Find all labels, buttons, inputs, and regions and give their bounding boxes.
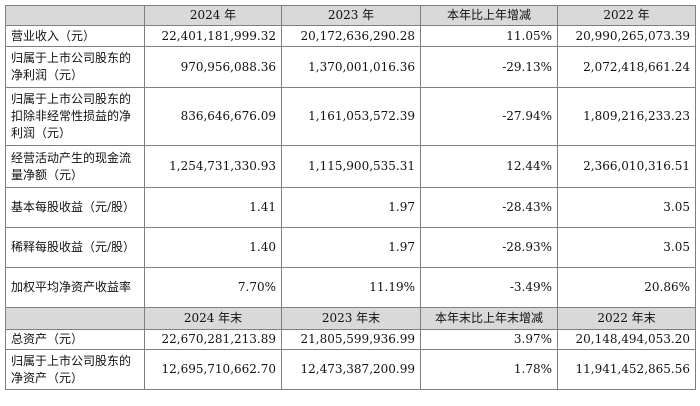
- value-2023: 1.97: [281, 227, 421, 268]
- value-2024: 836,646,676.09: [144, 87, 282, 146]
- value-2022: 3.05: [557, 227, 696, 268]
- key-financial-indicators-table: 2024 年 2023 年 本年比上年增减 2022 年 营业收入（元） 22,…: [5, 5, 696, 390]
- value-2024: 1.40: [144, 227, 282, 268]
- table-row: 基本每股收益（元/股） 1.41 1.97 -28.43% 3.05: [5, 187, 696, 228]
- header-2023-end: 2023 年末: [281, 307, 421, 330]
- value-2024: 970,956,088.36: [144, 46, 282, 88]
- header-corner-cell: [5, 5, 145, 26]
- table-row: 归属于上市公司股东的净资产（元） 12,695,710,662.70 12,47…: [5, 349, 696, 390]
- value-change: -27.94%: [420, 87, 558, 146]
- value-2024: 1.41: [144, 187, 282, 228]
- header-row-year-end: 2024 年末 2023 年末 本年末比上年末增减 2022 年末: [5, 307, 696, 330]
- value-2022: 20,990,265,073.39: [557, 25, 696, 47]
- value-change: 3.97%: [420, 329, 558, 350]
- row-label: 总资产（元）: [5, 329, 145, 350]
- financial-table-container: 2024 年 2023 年 本年比上年增减 2022 年 营业收入（元） 22,…: [5, 5, 696, 390]
- value-2024: 12,695,710,662.70: [144, 349, 282, 390]
- value-2024: 22,670,281,213.89: [144, 329, 282, 350]
- value-2023: 11.19%: [281, 267, 421, 308]
- table-row: 经营活动产生的现金流量净额（元） 1,254,731,330.93 1,115,…: [5, 145, 696, 188]
- table-row: 归属于上市公司股东的净利润（元） 970,956,088.36 1,370,00…: [5, 46, 696, 88]
- value-2024: 1,254,731,330.93: [144, 145, 282, 188]
- value-2022: 1,809,216,233.23: [557, 87, 696, 146]
- value-2022: 3.05: [557, 187, 696, 228]
- row-label: 经营活动产生的现金流量净额（元）: [5, 145, 145, 188]
- row-label: 营业收入（元）: [5, 25, 145, 47]
- header-change: 本年比上年增减: [420, 5, 558, 26]
- row-label: 基本每股收益（元/股）: [5, 187, 145, 228]
- value-2023: 1,115,900,535.31: [281, 145, 421, 188]
- header-row-annual: 2024 年 2023 年 本年比上年增减 2022 年: [5, 5, 696, 26]
- value-2022: 20.86%: [557, 267, 696, 308]
- value-change: 11.05%: [420, 25, 558, 47]
- value-2024: 7.70%: [144, 267, 282, 308]
- row-label: 归属于上市公司股东的净资产（元）: [5, 349, 145, 390]
- value-2024: 22,401,181,999.32: [144, 25, 282, 47]
- row-label: 归属于上市公司股东的扣除非经常性损益的净利润（元）: [5, 87, 145, 146]
- value-change: 1.78%: [420, 349, 558, 390]
- value-2022: 20,148,494,053.20: [557, 329, 696, 350]
- value-2023: 1,370,001,016.36: [281, 46, 421, 88]
- row-label: 归属于上市公司股东的净利润（元）: [5, 46, 145, 88]
- value-2022: 11,941,452,865.56: [557, 349, 696, 390]
- value-2023: 21,805,599,936.99: [281, 329, 421, 350]
- value-2023: 1,161,053,572.39: [281, 87, 421, 146]
- header-2023: 2023 年: [281, 5, 421, 26]
- header-2022-end: 2022 年末: [557, 307, 696, 330]
- table-row: 归属于上市公司股东的扣除非经常性损益的净利润（元） 836,646,676.09…: [5, 87, 696, 146]
- header-corner-cell: [5, 307, 145, 330]
- table-row: 营业收入（元） 22,401,181,999.32 20,172,636,290…: [5, 25, 696, 47]
- value-change: -29.13%: [420, 46, 558, 88]
- value-2022: 2,366,010,316.51: [557, 145, 696, 188]
- value-change: -28.43%: [420, 187, 558, 228]
- value-2023: 12,473,387,200.99: [281, 349, 421, 390]
- table-row: 加权平均净资产收益率 7.70% 11.19% -3.49% 20.86%: [5, 267, 696, 308]
- row-label: 稀释每股收益（元/股）: [5, 227, 145, 268]
- row-label: 加权平均净资产收益率: [5, 267, 145, 308]
- header-change-end: 本年末比上年末增减: [420, 307, 558, 330]
- value-change: -3.49%: [420, 267, 558, 308]
- header-2024: 2024 年: [144, 5, 282, 26]
- table-row: 总资产（元） 22,670,281,213.89 21,805,599,936.…: [5, 329, 696, 350]
- header-2024-end: 2024 年末: [144, 307, 282, 330]
- header-2022: 2022 年: [557, 5, 696, 26]
- table-row: 稀释每股收益（元/股） 1.40 1.97 -28.93% 3.05: [5, 227, 696, 268]
- value-2022: 2,072,418,661.24: [557, 46, 696, 88]
- value-change: 12.44%: [420, 145, 558, 188]
- value-2023: 20,172,636,290.28: [281, 25, 421, 47]
- value-change: -28.93%: [420, 227, 558, 268]
- value-2023: 1.97: [281, 187, 421, 228]
